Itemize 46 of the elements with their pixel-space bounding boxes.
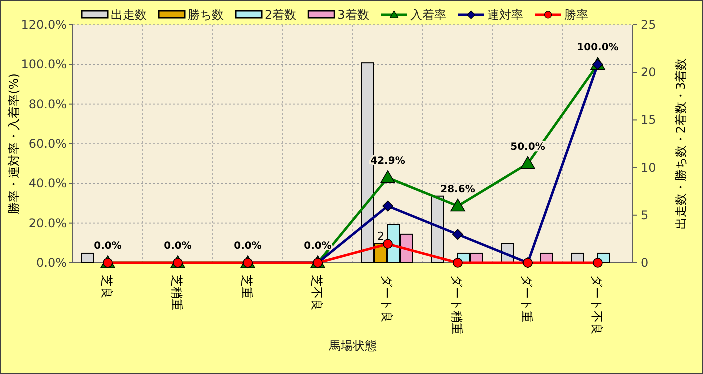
y-tick-label: 80.0% bbox=[28, 97, 67, 112]
legend-label: 連対率 bbox=[487, 8, 524, 22]
point bbox=[593, 258, 603, 268]
x-tick-label: 芝不良 bbox=[310, 275, 324, 311]
data-label: 28.6% bbox=[440, 184, 476, 196]
y-tick-label: 20.0% bbox=[28, 216, 67, 230]
data-label: 0.0% bbox=[164, 241, 192, 252]
x-tick-label: ダート重 bbox=[520, 275, 534, 323]
data-label: 0.0% bbox=[234, 241, 262, 252]
point bbox=[450, 198, 466, 212]
legend-label: 勝ち数 bbox=[188, 8, 224, 22]
point bbox=[453, 258, 463, 268]
x-tick-label: ダート良 bbox=[380, 275, 394, 323]
x-tick-label: ダート稍重 bbox=[450, 275, 464, 335]
data-label: 2 bbox=[378, 230, 384, 243]
legend-label: 3着数 bbox=[338, 8, 370, 22]
y-tick-label: 60.0% bbox=[28, 137, 67, 151]
y2-tick-label: 15 bbox=[641, 113, 656, 128]
x-tick-label: ダート不良 bbox=[590, 275, 604, 335]
y-tick-label: 120.0% bbox=[21, 18, 67, 32]
x-tick-label: 芝重 bbox=[240, 275, 254, 299]
point bbox=[383, 239, 393, 250]
y2-tick-label: 10 bbox=[641, 160, 656, 175]
point bbox=[382, 200, 394, 212]
y2-tick-label: 20 bbox=[641, 66, 656, 80]
data-label: 0.0% bbox=[94, 241, 122, 252]
point bbox=[520, 156, 536, 170]
x-axis-title: 馬場状態 bbox=[328, 339, 377, 353]
x-tick-label: 芝良 bbox=[100, 275, 114, 299]
y-tick-label: 0.0% bbox=[36, 256, 67, 270]
legend-label: 入着率 bbox=[410, 8, 446, 22]
y-tick-label: 100.0% bbox=[21, 58, 67, 72]
legend-label: 勝率 bbox=[564, 8, 588, 22]
legend-label: 出走数 bbox=[111, 8, 147, 22]
y2-axis-title: 出走数・勝ち数・2着数・3着数 bbox=[674, 58, 688, 230]
legend-label: 2着数 bbox=[265, 8, 297, 22]
y-axis-title: 勝率・連対率・入着率(%) bbox=[7, 74, 21, 214]
x-tick-label: 芝稍重 bbox=[170, 275, 184, 311]
bar bbox=[82, 252, 94, 264]
y-tick-label: 40.0% bbox=[28, 176, 67, 191]
y2-tick-label: 5 bbox=[641, 208, 649, 222]
y2-tick-label: 0 bbox=[641, 256, 649, 270]
point bbox=[380, 170, 396, 184]
data-label: 100.0% bbox=[577, 42, 619, 54]
y2-tick-label: 25 bbox=[641, 18, 656, 32]
point bbox=[452, 229, 464, 240]
